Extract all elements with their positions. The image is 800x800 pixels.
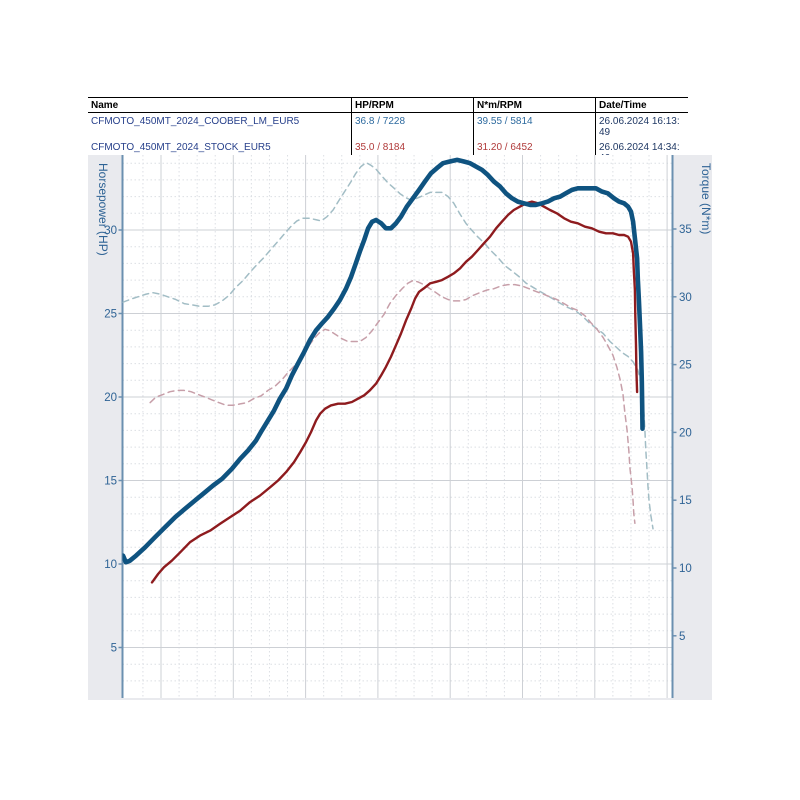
run-nm-rpm-cooper: 39.55 / 5814 [473, 113, 595, 139]
col-header-name: Name [88, 98, 351, 113]
plot-area [122, 155, 673, 698]
hp-tick-label-10: 10 [104, 559, 117, 571]
dyno-runs-table: Name HP/RPM N*m/RPM Date/Time CFMOTO_450… [88, 97, 688, 165]
torque-tick-label-35: 35 [679, 224, 692, 236]
grid-major [122, 155, 673, 698]
hp-tick-label-25: 25 [104, 309, 117, 321]
run-name-stock: CFMOTO_450MT_2024_STOCK_EUR5 [91, 142, 271, 153]
torque-tick-label-25: 25 [679, 360, 692, 372]
col-header-nm-rpm: N*m/RPM [473, 98, 595, 113]
curve-cooper-hp [122, 157, 645, 565]
hp-tick-label-30: 30 [104, 225, 117, 237]
torque-tick-label-20: 20 [679, 427, 692, 439]
run-hp-rpm-cooper: 36.8 / 7228 [351, 113, 473, 139]
col-header-date-time: Date/Time [595, 98, 688, 113]
curve-stock-hp [150, 200, 639, 584]
torque-tick-label-15: 15 [679, 495, 692, 507]
hp-tick-label-20: 20 [104, 392, 117, 404]
grid-minor [122, 155, 673, 698]
dyno-chart-plot: 30 25 20 15 10 5 35 30 25 20 15 10 5 [104, 155, 692, 698]
hp-tick-label-5: 5 [111, 643, 117, 655]
curves [122, 157, 654, 584]
run-name-cooper: CFMOTO_450MT_2024_COOBER_LM_EUR5 [91, 116, 300, 127]
run-hp-rpm-stock: 35.0 / 8184 [351, 139, 473, 165]
torque-tick-label-30: 30 [679, 292, 692, 304]
torque-tick-label-5: 5 [679, 631, 685, 643]
hp-tick-label-15: 15 [104, 476, 117, 488]
axis-ticks: 30 25 20 15 10 5 35 30 25 20 15 10 5 [104, 224, 692, 655]
col-header-hp-rpm: HP/RPM [351, 98, 473, 113]
curve-cooper-torque [122, 161, 654, 530]
curve-stock-torque [149, 279, 636, 525]
run-nm-rpm-stock: 31.20 / 6452 [473, 139, 595, 165]
hp-axis-title: Horsepower (HP) [96, 163, 110, 256]
torque-axis-title: Torque (N*m) [699, 163, 713, 235]
dyno-chart-panel: 30 25 20 15 10 5 35 30 25 20 15 10 5 [88, 155, 712, 700]
run-datetime-cooper: 26.06.2024 16:13:49 [595, 113, 688, 139]
torque-tick-label-10: 10 [679, 563, 692, 575]
